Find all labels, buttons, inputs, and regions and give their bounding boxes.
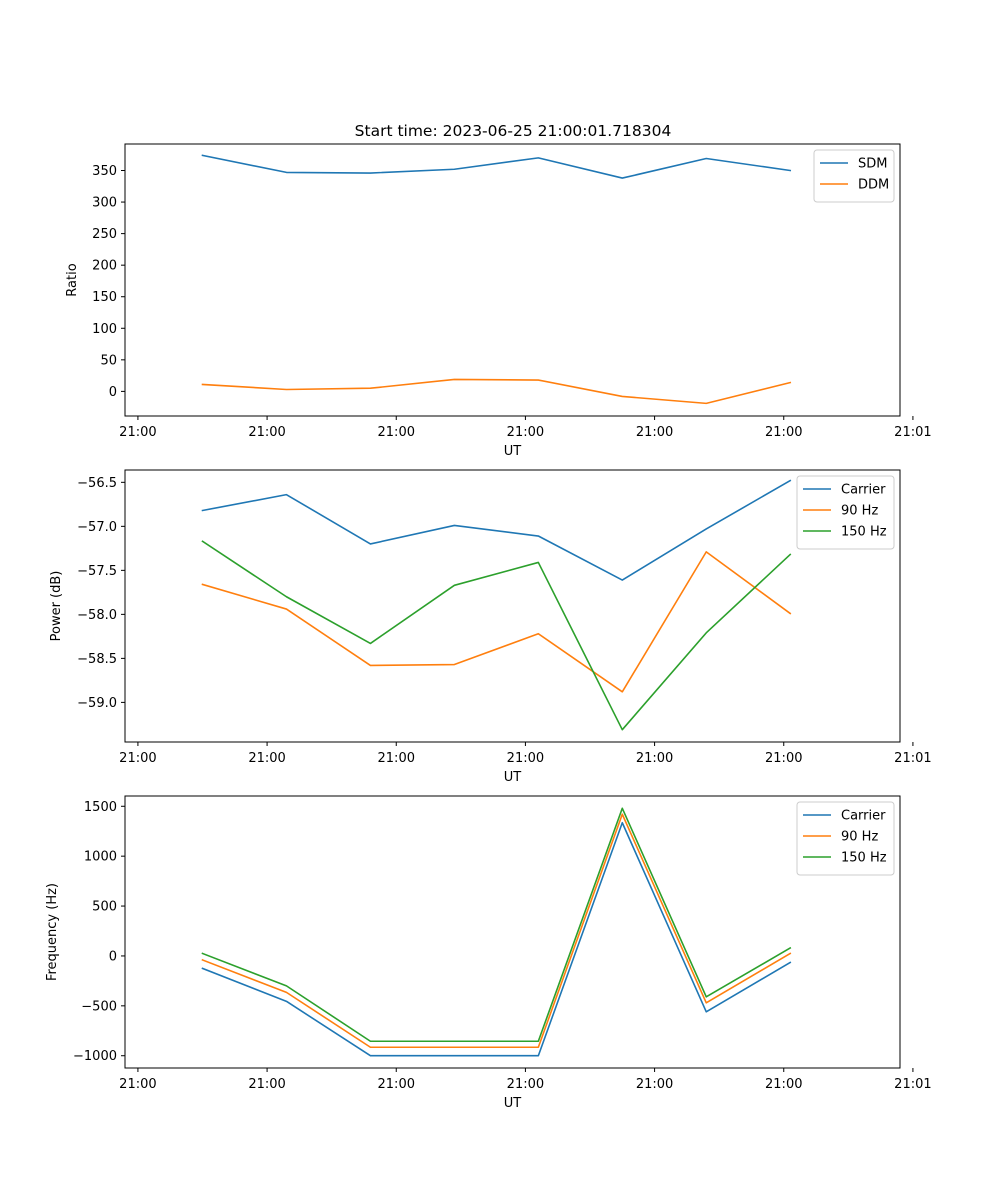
chart-panel-1: 21:00 21:00 21:00 21:00 21:00 21:00 21:01 0 50 10…	[65, 143, 932, 459]
y-tick-label: 1000	[84, 850, 117, 865]
x-tick-label: 21:00	[248, 751, 285, 766]
x-tick-label: 21:00	[119, 1077, 156, 1092]
x-tick-label: 21:00	[378, 751, 415, 766]
y-tick-label: 1500	[84, 800, 117, 815]
legend-entry: 150 Hz	[841, 851, 887, 866]
x-tick-label: 21:00	[378, 425, 415, 440]
series-line-150-hz	[201, 807, 792, 1043]
chart-title: Start time: 2023-06-25 21:00:01.718304	[355, 122, 672, 140]
y-tick-label: 0	[109, 385, 117, 400]
x-tick-label: 21:00	[507, 425, 544, 440]
x-tick-label: 21:00	[507, 751, 544, 766]
series-line-ddm	[201, 378, 792, 405]
axes-frame	[124, 469, 901, 743]
y-tick-label: 100	[92, 322, 117, 337]
x-tick-label: 21:00	[765, 751, 802, 766]
x-tick-label: 21:01	[894, 751, 931, 766]
legend-entry: Carrier	[841, 809, 886, 824]
x-tick-label: 21:00	[119, 425, 156, 440]
x-tick-label: 21:00	[636, 751, 673, 766]
x-tick-label: 21:01	[894, 1077, 931, 1092]
y-tick-label: 150	[92, 290, 117, 305]
series-line-90-hz	[201, 813, 792, 1049]
y-tick-label: −56.5	[77, 476, 117, 491]
legend-entry: SDM	[858, 157, 887, 172]
y-tick-label: −57.5	[77, 564, 117, 579]
chart-panel-3: 21:00 21:00 21:00 21:00 21:00 21:00 21:01 −1000…	[45, 795, 932, 1111]
x-tick-label: 21:00	[119, 751, 156, 766]
y-tick-label: −500	[81, 999, 117, 1014]
y-tick-label: 250	[92, 227, 117, 242]
legend-entry: 150 Hz	[841, 525, 887, 540]
x-axis-label: UT	[504, 444, 522, 459]
y-tick-label: 200	[92, 259, 117, 274]
y-tick-label: 50	[100, 353, 117, 368]
y-tick-label: 350	[92, 164, 117, 179]
legend-entry: DDM	[858, 178, 889, 193]
x-tick-label: 21:00	[636, 1077, 673, 1092]
x-tick-label: 21:00	[765, 1077, 802, 1092]
x-tick-label: 21:00	[248, 1077, 285, 1092]
series-line-150-hz	[201, 540, 792, 731]
series-line-90-hz	[201, 551, 792, 693]
y-tick-label: −58.5	[77, 652, 117, 667]
legend: Carrier 90 Hz 150 Hz	[796, 475, 895, 550]
y-axis-label: Power (dB)	[49, 571, 64, 642]
series-line-carrier	[201, 821, 792, 1057]
legend-entry: 90 Hz	[841, 504, 878, 519]
x-axis-label: UT	[504, 1096, 522, 1111]
y-tick-label: 300	[92, 196, 117, 211]
y-axis-label: Frequency (Hz)	[45, 883, 60, 981]
legend: Carrier 90 Hz 150 Hz	[796, 801, 895, 876]
legend: SDM DDM	[813, 149, 895, 203]
y-tick-label: −1000	[73, 1049, 117, 1064]
x-tick-label: 21:00	[248, 425, 285, 440]
x-tick-label: 21:00	[636, 425, 673, 440]
x-tick-label: 21:01	[894, 425, 931, 440]
x-tick-label: 21:00	[507, 1077, 544, 1092]
series-line-carrier	[201, 479, 792, 581]
x-axis-label: UT	[504, 770, 522, 785]
x-tick-label: 21:00	[378, 1077, 415, 1092]
y-tick-label: −58.0	[77, 608, 117, 623]
y-tick-label: 500	[92, 900, 117, 915]
axes-frame	[124, 143, 901, 417]
legend-entry: 90 Hz	[841, 830, 878, 845]
y-axis-label: Ratio	[65, 263, 80, 296]
y-tick-label: −57.0	[77, 520, 117, 535]
y-tick-label: −59.0	[77, 696, 117, 711]
y-tick-label: 0	[109, 949, 117, 964]
x-tick-label: 21:00	[765, 425, 802, 440]
axes-frame	[124, 795, 901, 1069]
series-line-sdm	[201, 154, 792, 179]
legend-entry: Carrier	[841, 483, 886, 498]
chart-panel-2: 21:00 21:00 21:00 21:00 21:00 21:00 21:01 −59.0…	[49, 469, 932, 785]
